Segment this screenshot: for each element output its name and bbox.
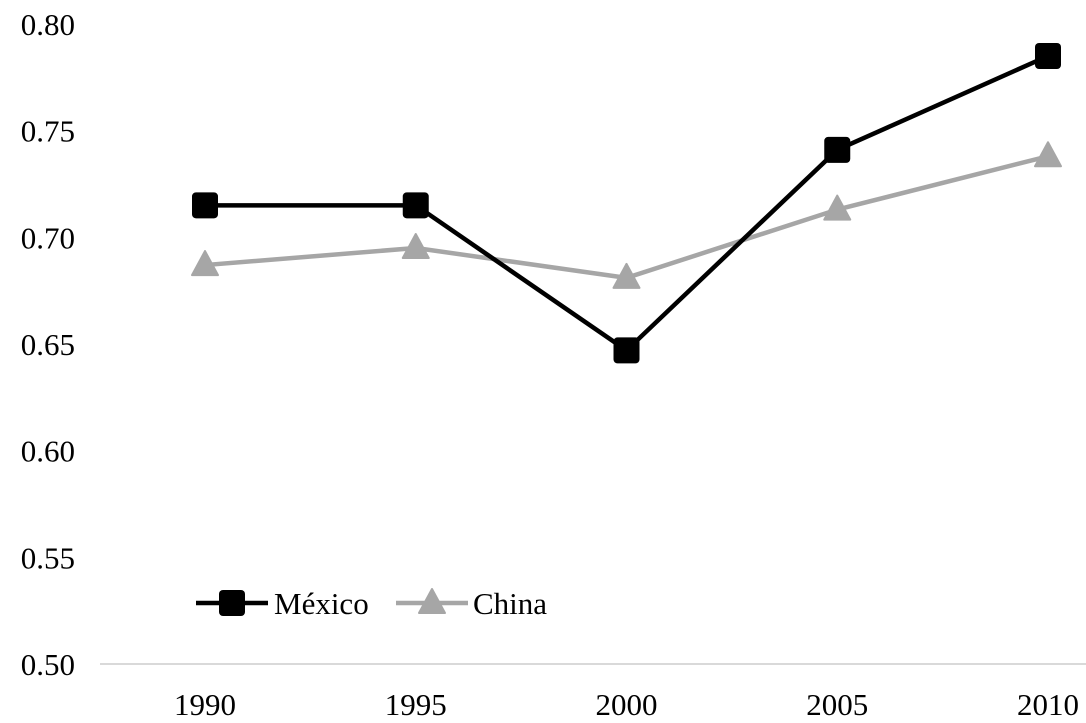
data-point-square — [824, 136, 851, 163]
legend-label-mexico: México — [274, 586, 369, 621]
series-mexico — [192, 43, 1061, 364]
series-china — [191, 141, 1062, 289]
y-axis-tick-labels: 0.50 0.55 0.60 0.65 0.70 0.75 0.80 — [21, 7, 75, 682]
y-tick-label: 0.60 — [21, 434, 75, 469]
data-point-triangle — [1034, 141, 1062, 168]
y-tick-label: 0.50 — [21, 647, 75, 682]
series-line — [204, 154, 1049, 281]
x-tick-label: 1995 — [385, 687, 447, 722]
y-tick-label: 0.75 — [21, 114, 75, 149]
data-point-square — [192, 192, 218, 219]
series-layer — [191, 43, 1062, 364]
data-point-triangle — [401, 233, 430, 259]
y-tick-label: 0.55 — [21, 540, 75, 575]
x-tick-label: 2005 — [806, 687, 868, 722]
legend-item-mexico: México — [196, 586, 369, 621]
legend-item-china: China — [396, 586, 547, 621]
legend-marker-square — [219, 590, 245, 616]
y-tick-label: 0.70 — [21, 220, 75, 255]
y-tick-label: 0.80 — [21, 7, 75, 42]
legend-label-china: China — [473, 586, 547, 621]
data-point-square — [402, 192, 429, 219]
x-axis-tick-labels: 1990 1995 2000 2005 2010 — [174, 687, 1079, 722]
data-point-triangle — [191, 250, 219, 277]
data-point-triangle — [823, 194, 852, 221]
data-point-square — [613, 337, 640, 364]
data-point-triangle — [612, 262, 641, 289]
x-tick-label: 1990 — [174, 687, 236, 722]
y-tick-label: 0.65 — [21, 327, 75, 362]
x-tick-label: 2000 — [596, 687, 658, 722]
data-point-square — [1035, 43, 1061, 69]
x-tick-label: 2010 — [1017, 687, 1079, 722]
series-line — [205, 53, 1049, 353]
legend: México China — [196, 586, 547, 621]
legend-marker-triangle — [418, 588, 446, 614]
